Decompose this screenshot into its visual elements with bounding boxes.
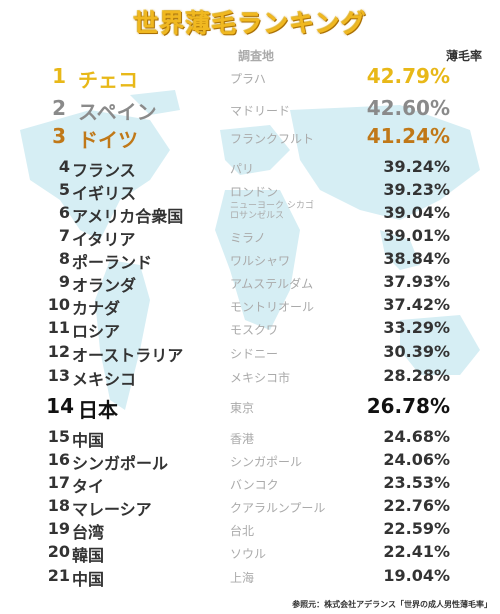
city-name: モントリオール [230,300,315,314]
rate-value: 37.93% [383,272,450,291]
rate-value: 41.24% [366,124,450,148]
city-name: マドリード [230,104,291,118]
country-name: カナダ [72,299,121,318]
country-name: ドイツ [78,128,138,152]
city-name: フランクフルト [230,132,315,146]
rank-number: 12 [47,342,70,361]
rank-number: 13 [47,366,70,385]
rate-value: 19.04% [383,566,450,585]
rate-value: 30.39% [383,342,450,361]
city-name: バンコク [230,478,279,492]
country-name: 韓国 [72,546,105,565]
rate-value: 23.53% [383,473,450,492]
city-name: プラハ [230,72,266,86]
city-name-line: ロサンゼルス [230,211,285,221]
page-title: 世界薄毛ランキング [133,9,367,38]
rate-value: 28.28% [383,366,450,385]
rank-number: 2 [52,96,66,120]
country-name: アメリカ合衆国 [72,207,184,226]
city-name: ロンドン [230,185,279,199]
country-name: チェコ [78,68,138,92]
country-name: 中国 [72,431,105,450]
world-map-background [20,90,480,410]
city-name: 上海 [230,571,255,585]
rate-value: 42.60% [366,96,450,120]
rank-number: 8 [58,249,70,268]
country-name: イタリア [72,230,136,249]
rate-value: 39.04% [383,203,450,222]
rate-value: 39.23% [383,180,450,199]
rank-number: 11 [47,318,70,337]
rate-value: 37.42% [383,295,450,314]
rank-number: 15 [47,427,70,446]
rank-number: 7 [58,226,70,245]
rank-number: 9 [58,272,70,291]
rate-column-header: 薄毛率 [445,49,482,63]
country-name: ポーランド [72,253,153,272]
rank-number: 5 [58,180,70,199]
rate-value: 39.24% [383,157,450,176]
rank-number: 17 [47,473,70,492]
country-name: マレーシア [72,500,152,519]
city-name: モスクワ [230,323,279,337]
country-name: 台湾 [72,523,105,542]
country-name: メキシコ [72,370,137,389]
country-name: フランス [72,161,136,180]
country-name: シンガポール [72,454,169,473]
city-column-header: 調査地 [238,49,275,63]
source-citation: 参照元：株式会社アデランス「世界の成人男性薄毛率」 [292,600,492,609]
country-name: 日本 [78,398,118,422]
city-name: ニューヨーク シカゴ ロサンゼルス [230,201,314,221]
country-name: タイ [72,477,105,496]
rank-number: 19 [47,519,70,538]
rate-value: 39.01% [383,226,450,245]
rate-value: 33.29% [383,318,450,337]
rate-value: 24.06% [383,450,450,469]
city-name: 香港 [230,432,255,446]
country-name: 中国 [72,570,105,589]
city-name: ワルシャワ [230,254,291,268]
rank-number: 1 [52,64,66,88]
rank-number: 6 [58,203,70,222]
rate-value: 22.76% [383,496,450,515]
rate-value: 22.41% [383,542,450,561]
rank-number: 18 [47,496,70,515]
city-name: パリ [230,162,255,176]
rank-number: 4 [58,157,70,176]
rate-value: 42.79% [366,64,450,88]
city-name: シンガポール [230,455,303,469]
rank-number: 14 [46,394,74,418]
city-name: ソウル [230,547,267,561]
rate-value: 26.78% [366,394,450,418]
rank-number: 3 [52,124,66,148]
country-name: オーストラリア [72,346,184,365]
city-name: アムステルダム [230,277,314,291]
city-name: シドニー [230,347,279,361]
rank-number: 21 [47,566,70,585]
country-name: オランダ [72,276,137,295]
country-name: スペイン [78,100,157,124]
city-name: メキシコ市 [230,371,291,385]
city-name-line: ニューヨーク シカゴ [230,201,314,211]
country-name: ロシア [72,322,121,341]
city-name: ミラノ [230,231,266,245]
rate-value: 38.84% [383,249,450,268]
city-name: クアラルンプール [230,501,326,515]
country-name: イギリス [72,184,137,203]
rank-number: 10 [47,295,70,314]
rank-number: 16 [47,450,70,469]
city-name: 東京 [230,401,255,415]
rank-number: 20 [47,542,70,561]
rate-value: 22.59% [383,519,450,538]
city-name: 台北 [230,524,255,538]
rate-value: 24.68% [383,427,450,446]
